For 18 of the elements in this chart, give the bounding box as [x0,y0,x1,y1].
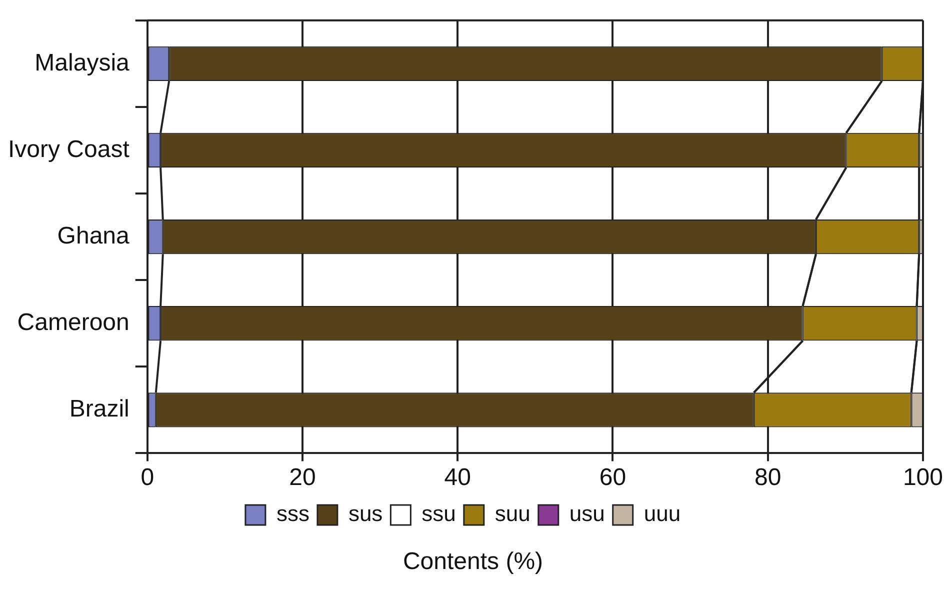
y-tick-label: Malaysia [34,49,130,76]
legend-label: sss [276,501,310,526]
x-tick-label: 20 [289,464,316,492]
legend-label: ssu [422,501,456,526]
y-tick-label: Cameroon [17,308,130,336]
legend-label: usu [569,501,605,526]
y-tick-label: Ghana [57,222,130,250]
x-tick-label: 100 [902,464,943,492]
x-axis-title: Contents (%) [402,548,544,576]
y-tick-label: Ivory Coast [8,136,130,163]
legend-label: sus [348,501,383,526]
x-tick-label: 0 [140,464,154,492]
x-tick-label: 60 [599,464,626,492]
legend-label: suu [494,501,530,526]
y-tick-label: Brazil [69,396,130,423]
x-tick-label: 80 [754,464,782,492]
legend-label: uuu [644,501,681,526]
x-tick-label: 40 [444,464,471,492]
